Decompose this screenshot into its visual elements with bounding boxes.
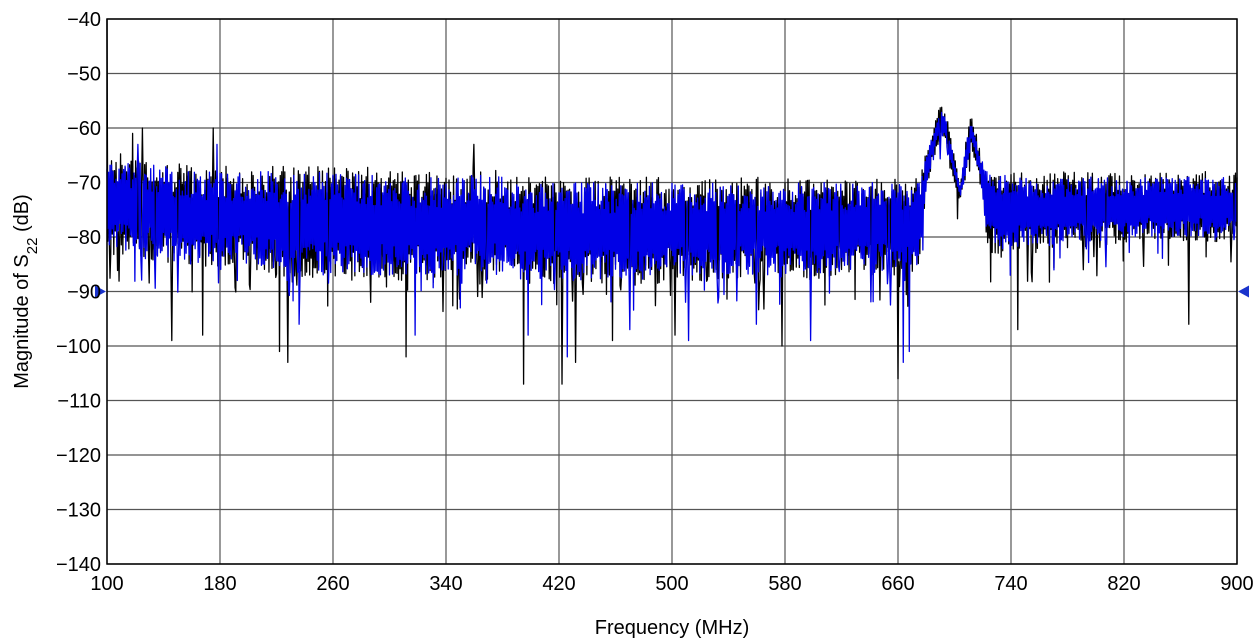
reference-marker-right <box>1238 285 1249 298</box>
traces <box>106 18 1238 385</box>
plot-frame <box>106 18 1238 565</box>
y-tick-label-10: −140 <box>56 554 101 576</box>
y-tick-label-7: −110 <box>57 391 101 413</box>
trace-front <box>106 111 1238 363</box>
grid-lines <box>106 18 1238 565</box>
y-axis-label: Magnitude of S22 (dB) <box>11 194 41 389</box>
x-tick-label-1: 180 <box>203 573 236 595</box>
x-tick-label-0: 100 <box>90 573 123 595</box>
y-axis-label-prefix: Magnitude of S <box>11 254 33 389</box>
y-tick-labels: −40 −50 −60 −70 −80 −90 −100 −110 −120 −130 −140 <box>56 9 101 576</box>
y-tick-label-5: −90 <box>67 282 101 304</box>
x-tick-label-2: 260 <box>316 573 349 595</box>
x-tick-label-8: 740 <box>994 573 1027 595</box>
y-tick-label-6: −100 <box>56 336 101 358</box>
trace-front-line <box>106 111 1238 363</box>
x-tick-label-7: 660 <box>881 573 914 595</box>
y-axis-label-subscript: 22 <box>24 238 41 255</box>
x-tick-label-3: 340 <box>429 573 462 595</box>
x-tick-label-9: 820 <box>1107 573 1140 595</box>
y-tick-label-4: −80 <box>67 227 101 249</box>
reference-marker-left <box>95 285 106 298</box>
y-tick-label-8: −120 <box>56 445 101 467</box>
reference-markers <box>95 285 1249 298</box>
y-tick-label-9: −130 <box>56 500 101 522</box>
x-tick-label-4: 420 <box>542 573 575 595</box>
y-tick-label-3: −70 <box>67 173 101 195</box>
y-axis-label-suffix: (dB) <box>11 194 33 237</box>
x-tick-label-10: 900 <box>1220 573 1253 595</box>
x-tick-labels: 100 180 260 340 420 500 580 660 740 820 900 <box>90 573 1253 595</box>
y-tick-label-1: −50 <box>67 64 101 86</box>
x-tick-label-5: 500 <box>655 573 688 595</box>
y-tick-label-0: −40 <box>67 9 101 31</box>
y-tick-label-2: −60 <box>67 118 101 140</box>
x-tick-label-6: 580 <box>768 573 801 595</box>
x-axis-label: Frequency (MHz) <box>595 617 749 639</box>
